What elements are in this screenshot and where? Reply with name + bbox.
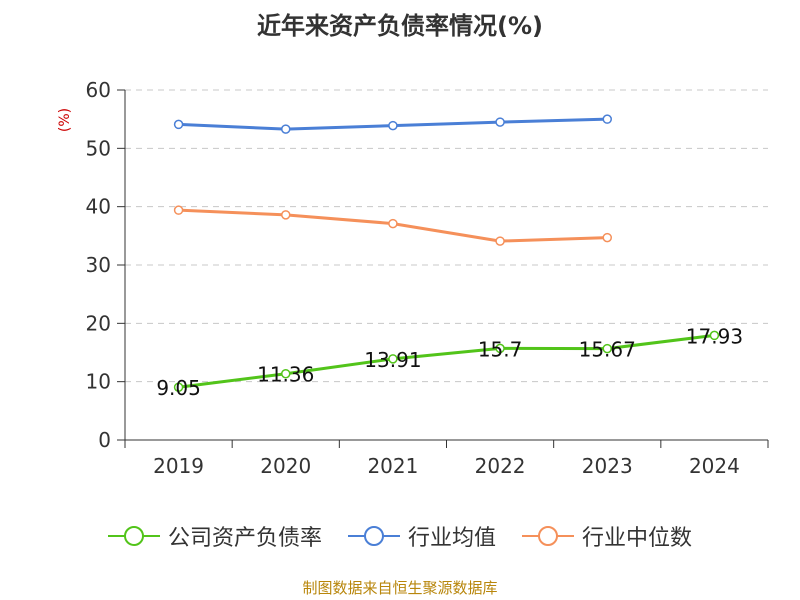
series-line-0 [178, 333, 715, 389]
data-point-2 [388, 218, 398, 229]
data-point-0 [281, 368, 291, 379]
legend-label-industry-mean: 行业均值 [407, 526, 496, 551]
y-tick-label: 0 [98, 428, 111, 452]
data-point-2 [281, 210, 291, 220]
data-point-0 [388, 354, 398, 364]
y-tick-label: 40 [86, 195, 111, 219]
data-label-0: 17.93 [686, 324, 743, 348]
data-point-2 [495, 236, 505, 246]
data-point-0 [602, 343, 612, 354]
data-point-1 [281, 124, 291, 134]
data-label-0: 15.7 [478, 337, 523, 361]
legend-label-industry-median: 行业中位数 [582, 526, 693, 551]
legend: 公司资产负债率 行业均值 行业中位数 [0, 520, 800, 552]
legend-item-industry-mean[interactable]: 行业均值 [347, 520, 496, 552]
legend-marker-company [107, 526, 160, 546]
x-tick-label: 2024 [689, 454, 740, 478]
x-tick-label: 2020 [260, 454, 311, 478]
data-label-0: 11.36 [257, 363, 314, 387]
chart-title: 近年来资产负债率情况(%) [257, 12, 543, 40]
y-tick-label: 20 [86, 311, 111, 335]
y-tick-label: 50 [86, 136, 111, 160]
y-tick-label: 30 [86, 253, 111, 277]
data-point-2 [602, 232, 612, 243]
legend-item-company[interactable]: 公司资产负债率 [107, 520, 322, 552]
x-tick-label: 2021 [367, 454, 418, 478]
legend-label-company: 公司资产负债率 [167, 526, 322, 551]
data-point-1 [602, 114, 612, 124]
data-point-0 [709, 330, 720, 341]
data-label-0: 15.67 [579, 338, 636, 362]
data-point-1 [388, 120, 398, 131]
data-point-1 [495, 117, 505, 127]
x-tick-label: 2019 [153, 454, 204, 478]
data-point-2 [173, 205, 184, 215]
data-label-0: 9.05 [156, 376, 201, 400]
x-tick-label: 2023 [582, 454, 633, 478]
data-source: 制图数据来自恒生聚源数据库 [302, 579, 498, 597]
x-tick-label: 2022 [475, 454, 526, 478]
data-point-0 [173, 382, 184, 392]
y-tick-label: 60 [86, 78, 111, 102]
data-point-0 [495, 343, 505, 354]
legend-marker-industry-mean [347, 526, 400, 546]
y-tick-label: 10 [86, 370, 111, 394]
legend-marker-industry-median [522, 526, 574, 546]
data-point-1 [173, 119, 184, 130]
legend-item-industry-median[interactable]: 行业中位数 [522, 520, 692, 552]
data-label-0: 13.91 [364, 348, 421, 372]
